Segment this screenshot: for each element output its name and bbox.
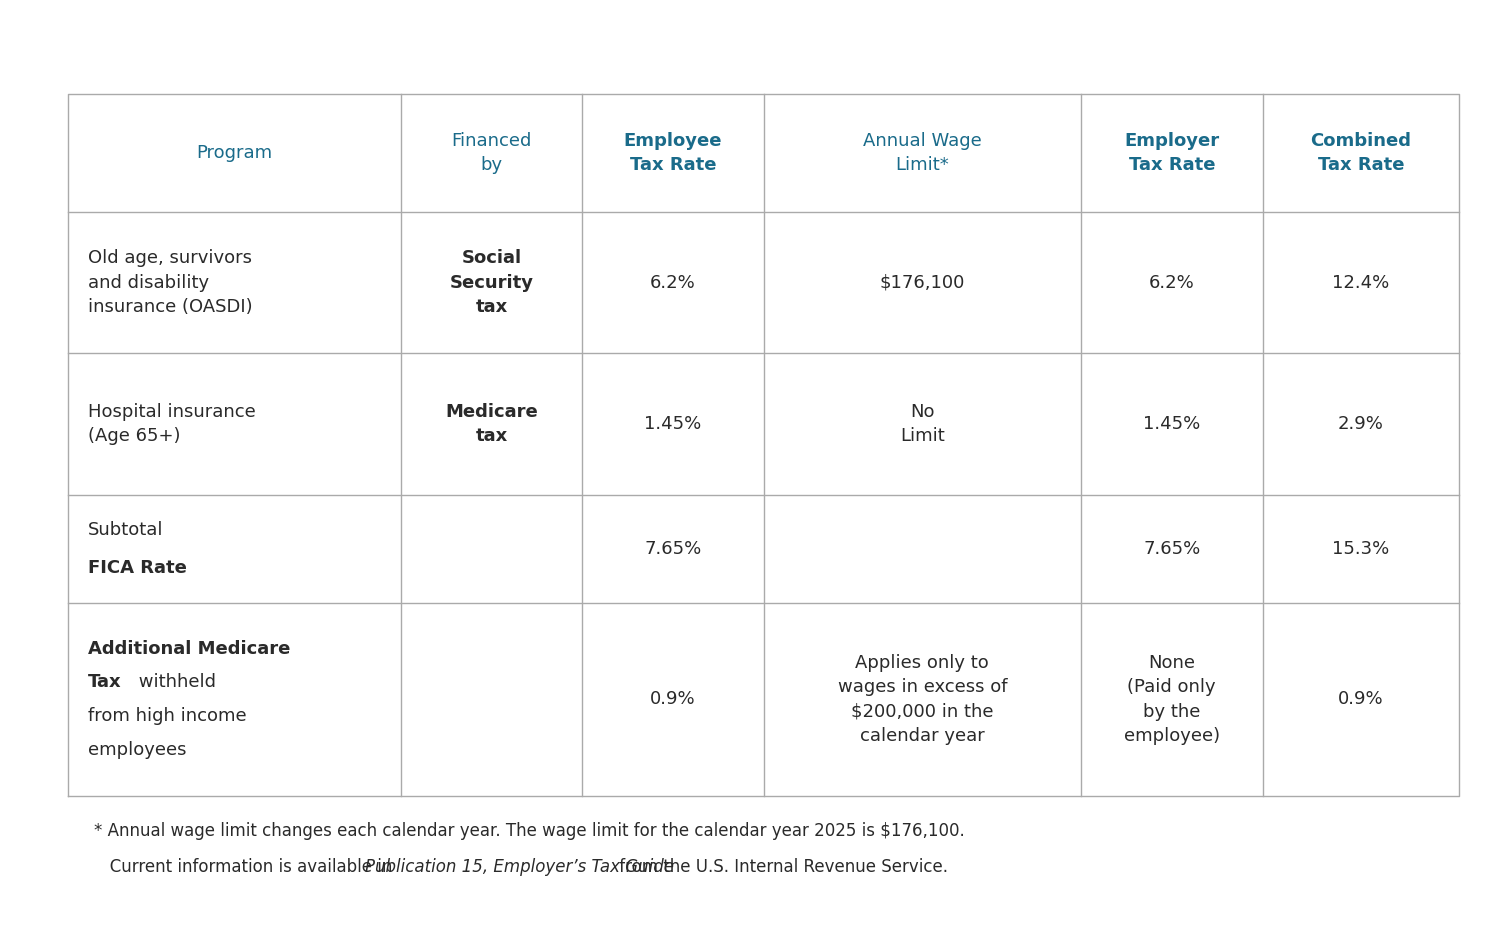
Text: Employer
Tax Rate: Employer Tax Rate (1125, 132, 1219, 174)
Text: Hospital insurance
(Age 65+): Hospital insurance (Age 65+) (88, 403, 256, 445)
Text: No
Limit: No Limit (900, 403, 945, 445)
Text: Medicare
tax: Medicare tax (445, 403, 538, 445)
Text: Program: Program (197, 144, 272, 162)
Text: 12.4%: 12.4% (1332, 273, 1390, 292)
Text: FICA Rate: FICA Rate (88, 559, 186, 577)
Text: from high income: from high income (88, 707, 246, 725)
Text: Old age, survivors
and disability
insurance (OASDI): Old age, survivors and disability insura… (88, 250, 253, 316)
Text: * Annual wage limit changes each calendar year. The wage limit for the calendar : * Annual wage limit changes each calenda… (94, 821, 965, 840)
Text: 1.45%: 1.45% (1143, 414, 1201, 433)
Text: 0.9%: 0.9% (1338, 690, 1383, 708)
Text: 7.65%: 7.65% (644, 540, 702, 558)
Text: 1.45%: 1.45% (644, 414, 702, 433)
Text: Combined
Tax Rate: Combined Tax Rate (1311, 132, 1411, 174)
Text: 6.2%: 6.2% (1149, 273, 1194, 292)
Text: Employee
Tax Rate: Employee Tax Rate (623, 132, 723, 174)
Text: employees: employees (88, 741, 186, 759)
Text: None
(Paid only
by the
employee): None (Paid only by the employee) (1123, 654, 1220, 745)
Text: Publication 15, Employer’s Tax Guide: Publication 15, Employer’s Tax Guide (364, 857, 673, 876)
Text: Financed
by: Financed by (451, 132, 532, 174)
Text: Annual Wage
Limit*: Annual Wage Limit* (863, 132, 981, 174)
Text: 2.9%: 2.9% (1338, 414, 1383, 433)
Text: Additional Medicare: Additional Medicare (88, 640, 290, 658)
Text: Current information is available in: Current information is available in (94, 857, 398, 876)
Text: Tax: Tax (88, 674, 121, 691)
Text: 15.3%: 15.3% (1332, 540, 1390, 558)
Text: Subtotal: Subtotal (88, 521, 163, 539)
Text: Social
Security
tax: Social Security tax (449, 250, 534, 316)
Text: withheld: withheld (133, 674, 216, 691)
Text: $176,100: $176,100 (880, 273, 965, 292)
Text: Applies only to
wages in excess of
$200,000 in the
calendar year: Applies only to wages in excess of $200,… (838, 654, 1007, 745)
Text: 7.65%: 7.65% (1143, 540, 1201, 558)
Text: from the U.S. Internal Revenue Service.: from the U.S. Internal Revenue Service. (614, 857, 948, 876)
Text: 6.2%: 6.2% (650, 273, 696, 292)
Text: 0.9%: 0.9% (650, 690, 696, 708)
